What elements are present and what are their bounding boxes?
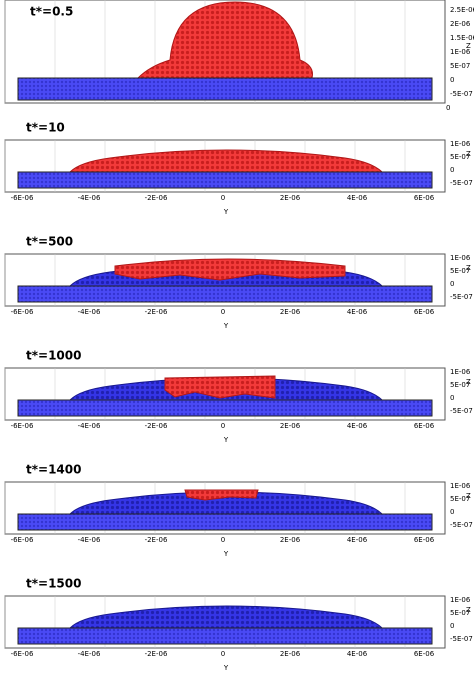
z-tick-label: 0: [450, 280, 454, 288]
z-tick-label: 0: [450, 622, 454, 630]
z-tick-label: 0: [450, 76, 454, 84]
x-tick-label: -4E-06: [78, 194, 101, 202]
x-tick-label: 6E-06: [414, 650, 435, 658]
red-particles: [164, 375, 276, 399]
x-axis-label: Y: [223, 322, 229, 330]
z-axis-label: Z: [466, 42, 471, 50]
z-tick-label: 1.5E-06: [450, 34, 474, 42]
z-tick-label: 1E-06: [450, 140, 471, 148]
x-tick-label: 2E-06: [280, 536, 301, 544]
z-tick-label: 1E-06: [450, 368, 471, 376]
panel-label: t*=10: [26, 121, 65, 135]
x-tick-label: 2E-06: [280, 650, 301, 658]
x-tick-label: -4E-06: [78, 422, 101, 430]
substrate: [17, 285, 433, 303]
panel-label: t*=500: [26, 235, 73, 249]
z-tick-label: 5E-07: [450, 62, 470, 70]
panel-label: t*=0.5: [30, 5, 73, 19]
z-tick-label: 5E-07: [450, 381, 470, 389]
z-axis-label: Z: [466, 150, 471, 158]
x-tick-label: 6E-06: [414, 308, 435, 316]
z-tick-label: 5E-07: [450, 609, 470, 617]
droplet: [136, 1, 313, 79]
z-tick-label: 5E-07: [450, 153, 470, 161]
x-axis-label: Y: [223, 208, 229, 216]
x-tick-label: -2E-06: [145, 650, 168, 658]
corner-tick-label: 0: [446, 104, 450, 112]
x-tick-label: 0: [221, 194, 225, 202]
z-axis-label: Z: [466, 264, 471, 272]
x-tick-label: 4E-06: [347, 308, 368, 316]
z-tick-label: -5E-07: [450, 521, 473, 529]
z-tick-label: 0: [450, 166, 454, 174]
x-tick-label: 2E-06: [280, 194, 301, 202]
z-tick-label: 5E-07: [450, 267, 470, 275]
panel-label: t*=1000: [26, 349, 81, 363]
x-tick-label: -6E-06: [11, 194, 34, 202]
z-tick-label: 0: [450, 394, 454, 402]
z-tick-label: 5E-07: [450, 495, 470, 503]
x-axis-label: Y: [223, 436, 229, 444]
z-axis-label: Z: [466, 492, 471, 500]
z-tick-label: 1E-06: [450, 254, 471, 262]
z-tick-label: -5E-07: [450, 407, 473, 415]
panel-label: t*=1400: [26, 463, 81, 477]
substrate: [17, 77, 433, 101]
x-tick-label: -6E-06: [11, 308, 34, 316]
particle-mound: [68, 149, 384, 173]
x-tick-label: -6E-06: [11, 536, 34, 544]
particle-mound: [68, 605, 384, 629]
z-tick-label: -5E-07: [450, 293, 473, 301]
z-tick-label: -5E-07: [450, 179, 473, 187]
z-tick-label: 0: [450, 508, 454, 516]
red-particles: [114, 258, 346, 281]
x-tick-label: -2E-06: [145, 308, 168, 316]
x-tick-label: 0: [221, 650, 225, 658]
x-tick-label: 6E-06: [414, 194, 435, 202]
x-tick-label: 2E-06: [280, 422, 301, 430]
x-tick-label: -2E-06: [145, 194, 168, 202]
z-tick-label: 2.5E-06: [450, 6, 474, 14]
panel-label: t*=1500: [26, 577, 81, 591]
substrate: [17, 171, 433, 189]
x-tick-label: 4E-06: [347, 536, 368, 544]
z-tick-label: 1E-06: [450, 482, 471, 490]
x-tick-label: -4E-06: [78, 650, 101, 658]
x-tick-label: 4E-06: [347, 422, 368, 430]
x-tick-label: 0: [221, 536, 225, 544]
x-tick-label: 0: [221, 308, 225, 316]
x-tick-label: 6E-06: [414, 536, 435, 544]
x-axis-label: Y: [223, 550, 229, 558]
x-tick-label: 4E-06: [347, 650, 368, 658]
x-tick-label: 4E-06: [347, 194, 368, 202]
z-axis-label: Z: [466, 606, 471, 614]
x-tick-label: 2E-06: [280, 308, 301, 316]
z-tick-label: -5E-07: [450, 90, 473, 98]
red-particles: [184, 489, 259, 501]
substrate: [17, 399, 433, 417]
x-tick-label: 6E-06: [414, 422, 435, 430]
z-axis-label: Z: [466, 378, 471, 386]
z-tick-label: -5E-07: [450, 635, 473, 643]
x-tick-label: -6E-06: [11, 422, 34, 430]
x-tick-label: 0: [221, 422, 225, 430]
z-tick-label: 1E-06: [450, 48, 471, 56]
x-tick-label: -6E-06: [11, 650, 34, 658]
z-tick-label: 1E-06: [450, 596, 471, 604]
substrate: [17, 513, 433, 531]
x-axis-label: Y: [223, 664, 229, 672]
substrate: [17, 627, 433, 645]
z-tick-label: 2E-06: [450, 20, 471, 28]
x-tick-label: -2E-06: [145, 422, 168, 430]
x-tick-label: -2E-06: [145, 536, 168, 544]
x-tick-label: -4E-06: [78, 536, 101, 544]
x-tick-label: -4E-06: [78, 308, 101, 316]
